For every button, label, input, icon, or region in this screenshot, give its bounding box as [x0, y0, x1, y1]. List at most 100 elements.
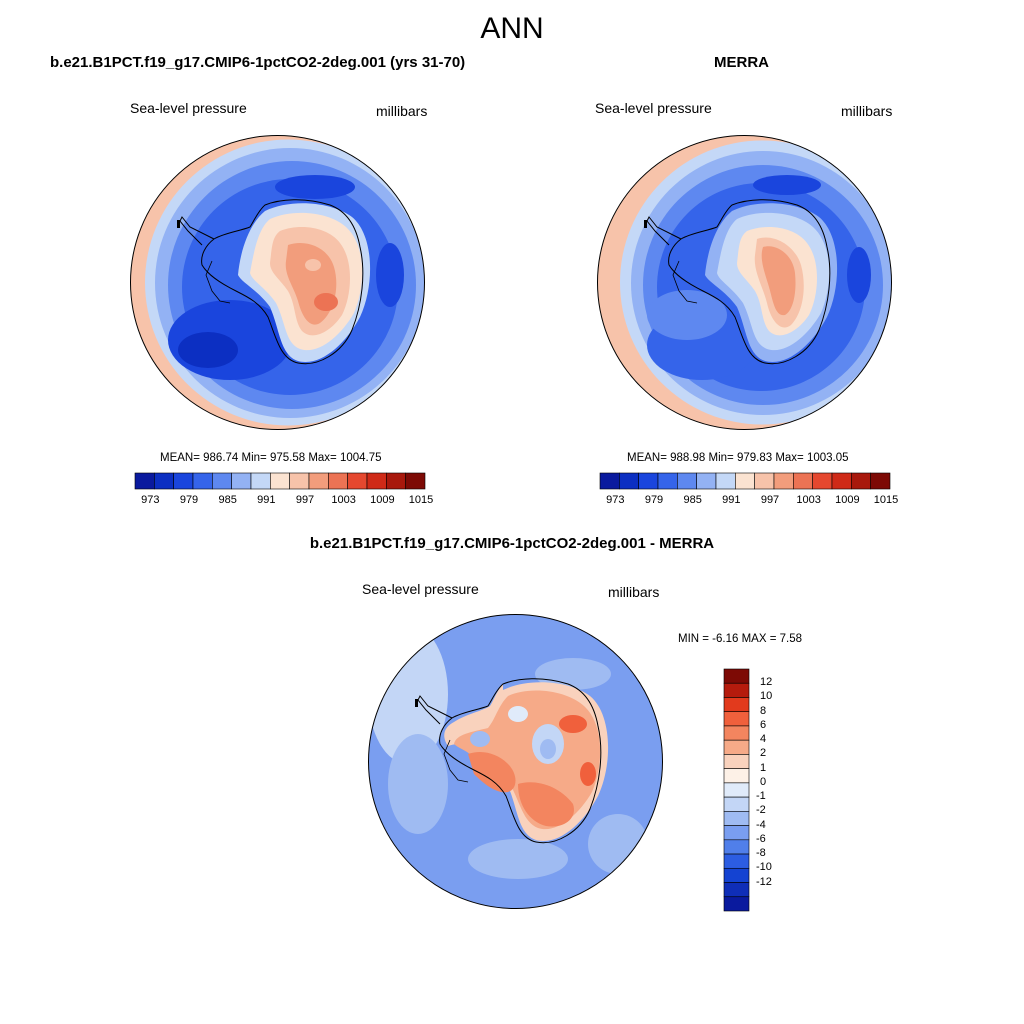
diff-colorbar: [723, 668, 750, 912]
colorbar-segment: [386, 472, 406, 490]
colorbar-tick-label: 2: [760, 747, 767, 760]
colorbar-segment: [723, 725, 750, 741]
colorbar-tick-label: -10: [756, 861, 772, 874]
colorbar-tick-label: -2: [756, 804, 766, 817]
colorbar-tick-label: 985: [683, 494, 702, 506]
colorbar-segment: [870, 472, 891, 490]
colorbar-tick-label: 0: [760, 775, 767, 788]
colorbar-tick-label: -1: [756, 790, 766, 803]
diff-variable-label: Sea-level pressure: [362, 581, 479, 597]
colorbar-segment: [723, 853, 750, 869]
obs-variable-label: Sea-level pressure: [595, 100, 712, 116]
diff-stats: MIN = -6.16 MAX = 7.58: [678, 633, 803, 645]
colorbar-segment: [308, 472, 329, 490]
diff-colorbar-ticks: 12 10 8 6 4 2 1 0 -1 -2 -4 -6 -8 -10 -12: [756, 669, 796, 911]
colorbar-segment: [723, 896, 750, 912]
obs-stats: MEAN= 988.98 Min= 979.83 Max= 1003.05: [627, 452, 849, 464]
diff-units-label: millibars: [608, 584, 660, 600]
colorbar-segment: [723, 682, 750, 698]
colorbar-segment: [723, 782, 750, 798]
colorbar-tick-label: 985: [218, 494, 237, 506]
colorbar-segment: [192, 472, 213, 490]
model-panel-title: b.e21.B1PCT.f19_g17.CMIP6-1pctCO2-2deg.0…: [50, 54, 466, 71]
colorbar-tick-label: 1009: [370, 494, 395, 506]
colorbar-segment: [851, 472, 871, 490]
colorbar-tick-label: 997: [760, 494, 780, 506]
obs-units-label: millibars: [841, 103, 893, 119]
diff-polar-map: [368, 614, 663, 909]
colorbar-segment: [723, 839, 750, 855]
colorbar-segment: [723, 882, 750, 898]
colorbar-segment: [657, 472, 678, 490]
colorbar-tick-label: -4: [756, 818, 766, 831]
colorbar-segment: [773, 472, 794, 490]
colorbar-segment: [723, 754, 750, 769]
colorbar-tick-label: 973: [141, 494, 160, 506]
obs-panel-title: MERRA: [714, 54, 769, 71]
colorbar-tick-label: 1: [760, 761, 767, 774]
colorbar-segment: [173, 472, 194, 490]
colorbar-segment: [723, 825, 750, 841]
model-stats: MEAN= 986.74 Min= 975.58 Max= 1004.75: [160, 452, 382, 464]
colorbar-tick-label: 973: [606, 494, 625, 506]
colorbar-segment: [619, 472, 639, 490]
obs-polar-map: [597, 135, 892, 430]
model-colorbar-ticks: 973 979 985 991 997 1003 1009 1015: [135, 494, 433, 508]
colorbar-segment: [793, 472, 813, 490]
colorbar-segment: [696, 472, 717, 490]
colorbar-segment: [723, 796, 750, 812]
colorbar-segment: [134, 472, 155, 490]
model-units-label: millibars: [376, 103, 428, 119]
colorbar-tick-label: 991: [257, 494, 276, 506]
colorbar-tick-label: 6: [760, 718, 767, 731]
colorbar-tick-label: -6: [756, 832, 766, 845]
colorbar-tick-label: 979: [179, 494, 199, 506]
colorbar-segment: [289, 472, 310, 490]
colorbar-tick-label: 1003: [796, 494, 821, 506]
colorbar-segment: [366, 472, 387, 490]
colorbar-segment: [599, 472, 620, 490]
model-variable-label: Sea-level pressure: [130, 100, 247, 116]
colorbar-segment: [812, 472, 833, 490]
colorbar-segment: [405, 472, 426, 490]
colorbar-segment: [328, 472, 348, 490]
colorbar-tick-label: 1003: [331, 494, 356, 506]
colorbar-tick-label: 1015: [408, 494, 434, 506]
colorbar-segment: [754, 472, 775, 490]
colorbar-tick-label: 991: [722, 494, 741, 506]
figure-title: ANN: [480, 12, 544, 45]
colorbar-segment: [735, 472, 755, 490]
colorbar-tick-label: 1015: [873, 494, 899, 506]
colorbar-tick-label: 12: [760, 676, 773, 689]
colorbar-segment: [723, 697, 750, 713]
colorbar-tick-label: 1009: [835, 494, 860, 506]
colorbar-segment: [154, 472, 174, 490]
colorbar-segment: [723, 867, 750, 883]
colorbar-segment: [270, 472, 290, 490]
obs-colorbar: [599, 472, 891, 490]
colorbar-tick-label: -12: [756, 875, 772, 888]
colorbar-segment: [638, 472, 659, 490]
colorbar-tick-label: -8: [756, 847, 766, 860]
colorbar-segment: [212, 472, 232, 490]
diff-panel-title: b.e21.B1PCT.f19_g17.CMIP6-1pctCO2-2deg.0…: [309, 535, 715, 552]
colorbar-segment: [715, 472, 736, 490]
obs-colorbar-ticks: 973 979 985 991 997 1003 1009 1015: [600, 494, 898, 508]
model-polar-map: [130, 135, 425, 430]
colorbar-segment: [723, 768, 750, 784]
colorbar-segment: [723, 739, 750, 755]
colorbar-tick-label: 8: [760, 704, 767, 717]
colorbar-segment: [250, 472, 271, 490]
model-colorbar: [134, 472, 426, 490]
colorbar-segment: [677, 472, 697, 490]
colorbar-segment: [347, 472, 368, 490]
colorbar-tick-label: 10: [760, 690, 773, 703]
colorbar-tick-label: 4: [760, 733, 767, 746]
colorbar-segment: [723, 668, 750, 684]
colorbar-tick-label: 997: [295, 494, 315, 506]
colorbar-segment: [231, 472, 252, 490]
colorbar-segment: [831, 472, 852, 490]
colorbar-segment: [723, 811, 750, 826]
colorbar-tick-label: 979: [644, 494, 664, 506]
colorbar-segment: [723, 711, 750, 727]
